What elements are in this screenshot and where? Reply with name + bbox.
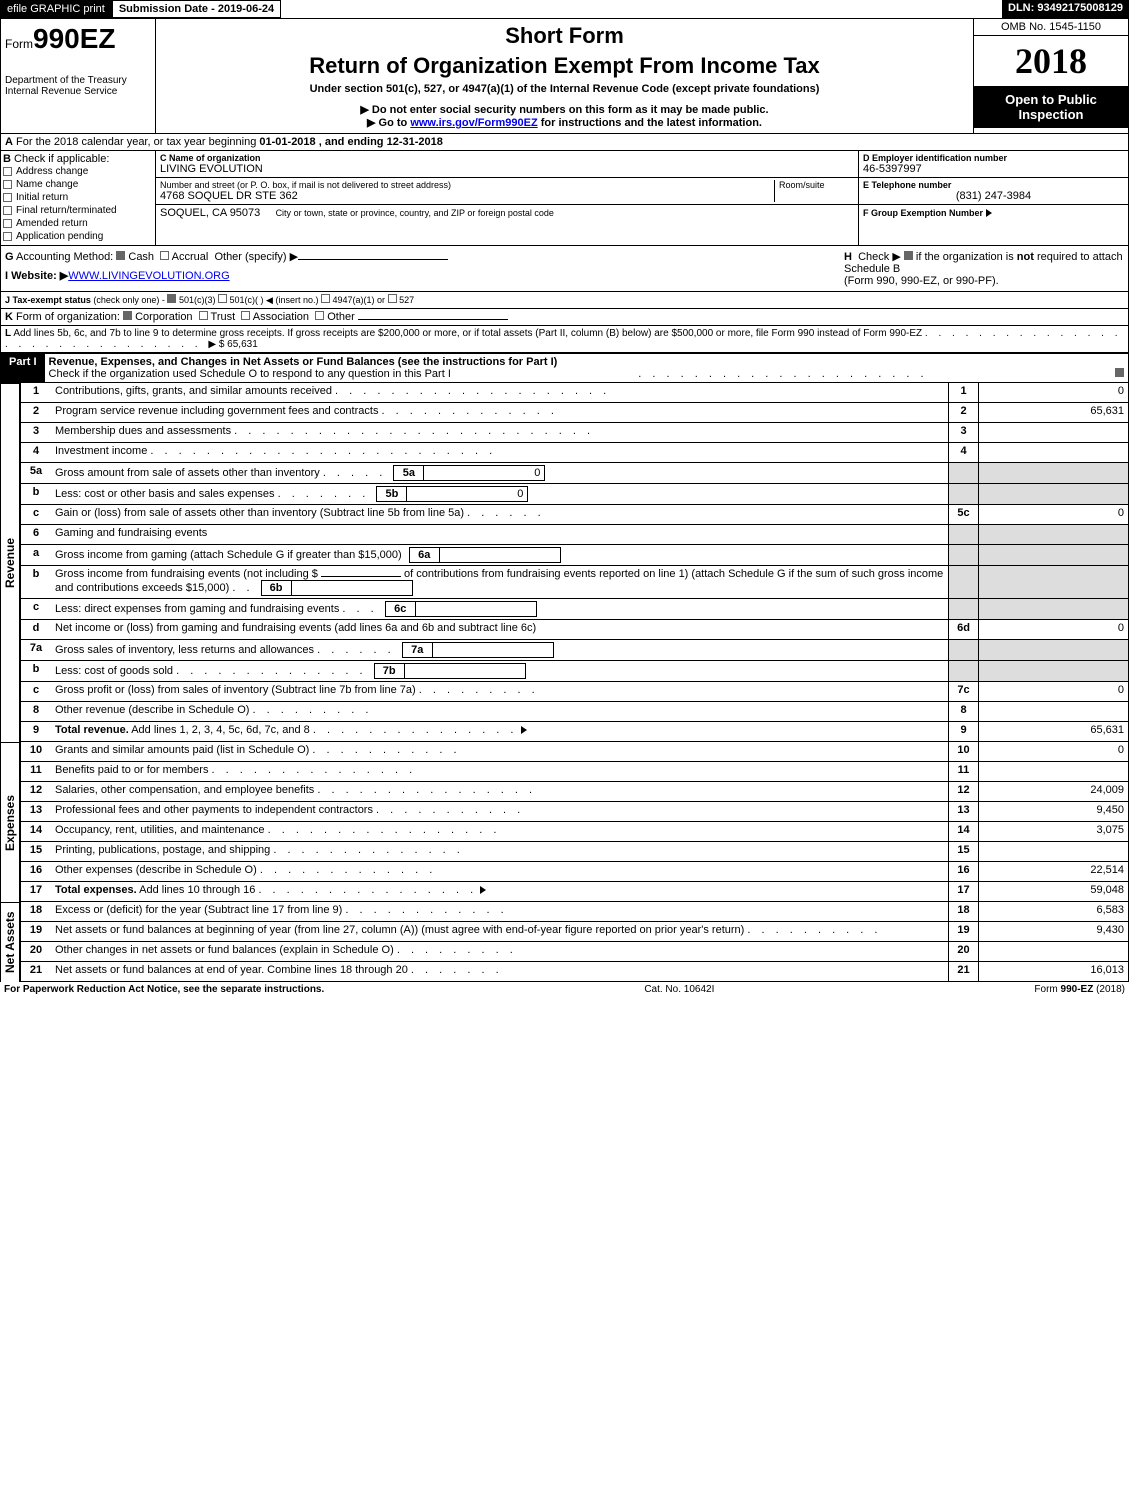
short-form-title: Short Form xyxy=(160,23,969,49)
chk-accrual[interactable] xyxy=(160,251,169,260)
line-20-val xyxy=(978,942,1128,961)
revenue-section: Revenue 1Contributions, gifts, grants, a… xyxy=(0,383,1129,742)
gross-receipts: ▶ $ 65,631 xyxy=(208,339,257,350)
line-1-val: 0 xyxy=(978,383,1128,402)
part-1-check-text: Check if the organization used Schedule … xyxy=(49,368,451,380)
line-7b-val xyxy=(405,664,525,678)
line-8-val xyxy=(978,702,1128,721)
chk-501c[interactable] xyxy=(218,294,227,303)
chk-amended-return[interactable]: Amended return xyxy=(3,217,153,230)
arrow-icon xyxy=(986,209,992,217)
chk-4947[interactable] xyxy=(321,294,330,303)
part-1-header: Part I Revenue, Expenses, and Changes in… xyxy=(0,353,1129,383)
line-l: L Add lines 5b, 6c, and 7b to line 9 to … xyxy=(0,326,1129,353)
line-5b-val: 0 xyxy=(407,487,527,501)
irs-link[interactable]: www.irs.gov/Form990EZ xyxy=(410,117,537,129)
line-j: J Tax-exempt status (check only one) - 5… xyxy=(0,292,1129,309)
part-1-title: Revenue, Expenses, and Changes in Net As… xyxy=(49,356,558,368)
expenses-section: Expenses 10Grants and similar amounts pa… xyxy=(0,742,1129,902)
efile-print-button[interactable]: efile GRAPHIC print xyxy=(0,0,112,18)
line-g-h: G Accounting Method: Cash Accrual Other … xyxy=(0,246,1129,292)
note-ssn: ▶ Do not enter social security numbers o… xyxy=(160,103,969,116)
chk-cash[interactable] xyxy=(116,251,125,260)
form-header: Form990EZ Department of the Treasury Int… xyxy=(0,18,1129,134)
form-num-text: 990EZ xyxy=(33,23,116,54)
footer-right: Form 990-EZ (2018) xyxy=(1034,984,1125,995)
info-grid: B Check if applicable: Address change Na… xyxy=(0,151,1129,246)
section-def: D Employer identification number 46-5397… xyxy=(858,151,1128,245)
chk-address-change[interactable]: Address change xyxy=(3,165,153,178)
omb-number: OMB No. 1545-1150 xyxy=(974,19,1128,36)
chk-association[interactable] xyxy=(241,311,250,320)
chk-final-return[interactable]: Final return/terminated xyxy=(3,204,153,217)
org-address: 4768 SOQUEL DR STE 362 xyxy=(160,190,774,202)
ein: 46-5397997 xyxy=(863,163,1124,175)
chk-application-pending[interactable]: Application pending xyxy=(3,230,153,243)
chk-schedule-b[interactable] xyxy=(904,251,913,260)
chk-501c3[interactable] xyxy=(167,294,176,303)
revenue-vert-label: Revenue xyxy=(0,383,20,742)
chk-other-org[interactable] xyxy=(315,311,324,320)
subtitle: Under section 501(c), 527, or 4947(a)(1)… xyxy=(160,83,969,95)
line-21-val: 16,013 xyxy=(978,962,1128,981)
form-number: Form990EZ xyxy=(5,23,151,55)
netassets-vert-label: Net Assets xyxy=(0,902,20,982)
line-3-val xyxy=(978,423,1128,442)
line-9-val: 65,631 xyxy=(978,722,1128,741)
line-12-val: 24,009 xyxy=(978,782,1128,801)
line-11-val xyxy=(978,762,1128,781)
footer-center: Cat. No. 10642I xyxy=(644,984,714,995)
line-15-val xyxy=(978,842,1128,861)
phone: (831) 247-3984 xyxy=(863,190,1124,202)
org-name: LIVING EVOLUTION xyxy=(160,163,854,175)
line-16-val: 22,514 xyxy=(978,862,1128,881)
section-b: B Check if applicable: Address change Na… xyxy=(1,151,156,245)
expenses-vert-label: Expenses xyxy=(0,742,20,902)
chk-name-change[interactable]: Name change xyxy=(3,178,153,191)
line-2-val: 65,631 xyxy=(978,403,1128,422)
line-18-val: 6,583 xyxy=(978,902,1128,921)
line-10-val: 0 xyxy=(978,742,1128,761)
line-5c-val: 0 xyxy=(978,505,1128,524)
line-14-val: 3,075 xyxy=(978,822,1128,841)
line-7c-val: 0 xyxy=(978,682,1128,701)
chk-initial-return[interactable]: Initial return xyxy=(3,191,153,204)
chk-527[interactable] xyxy=(388,294,397,303)
dln-label: DLN: 93492175008129 xyxy=(1002,0,1129,18)
return-title: Return of Organization Exempt From Incom… xyxy=(160,53,969,79)
line-6b-val xyxy=(292,581,412,595)
part-1-label: Part I xyxy=(1,354,45,382)
line-5a-val: 0 xyxy=(424,466,544,480)
form-prefix: Form xyxy=(5,37,33,51)
website-link[interactable]: WWW.LIVINGEVOLUTION.ORG xyxy=(68,270,229,282)
irs-label: Internal Revenue Service xyxy=(5,86,151,97)
note-goto: ▶ Go to www.irs.gov/Form990EZ for instru… xyxy=(160,116,969,129)
line-7a-val xyxy=(433,643,553,657)
page-footer: For Paperwork Reduction Act Notice, see … xyxy=(0,982,1129,997)
chk-schedule-o[interactable] xyxy=(1115,368,1124,377)
room-suite: Room/suite xyxy=(774,180,854,202)
open-public-badge: Open to Public Inspection xyxy=(974,86,1128,128)
line-17-val: 59,048 xyxy=(978,882,1128,901)
net-assets-section: Net Assets 18Excess or (deficit) for the… xyxy=(0,902,1129,982)
line-6c-val xyxy=(416,602,536,616)
line-6a-val xyxy=(440,548,560,562)
footer-left: For Paperwork Reduction Act Notice, see … xyxy=(4,984,324,995)
top-bar: efile GRAPHIC print Submission Date - 20… xyxy=(0,0,1129,18)
tax-year: 2018 xyxy=(974,36,1128,86)
line-19-val: 9,430 xyxy=(978,922,1128,941)
dept-label: Department of the Treasury xyxy=(5,75,151,86)
chk-corporation[interactable] xyxy=(123,311,132,320)
chk-trust[interactable] xyxy=(199,311,208,320)
submission-date-label: Submission Date - 2019-06-24 xyxy=(112,0,281,18)
line-k: K Form of organization: Corporation Trus… xyxy=(0,309,1129,326)
section-c: C Name of organization LIVING EVOLUTION … xyxy=(156,151,858,245)
org-city: SOQUEL, CA 95073 xyxy=(160,207,260,219)
section-a: A For the 2018 calendar year, or tax yea… xyxy=(0,134,1129,151)
line-6d-val: 0 xyxy=(978,620,1128,639)
line-13-val: 9,450 xyxy=(978,802,1128,821)
line-4-val xyxy=(978,443,1128,462)
